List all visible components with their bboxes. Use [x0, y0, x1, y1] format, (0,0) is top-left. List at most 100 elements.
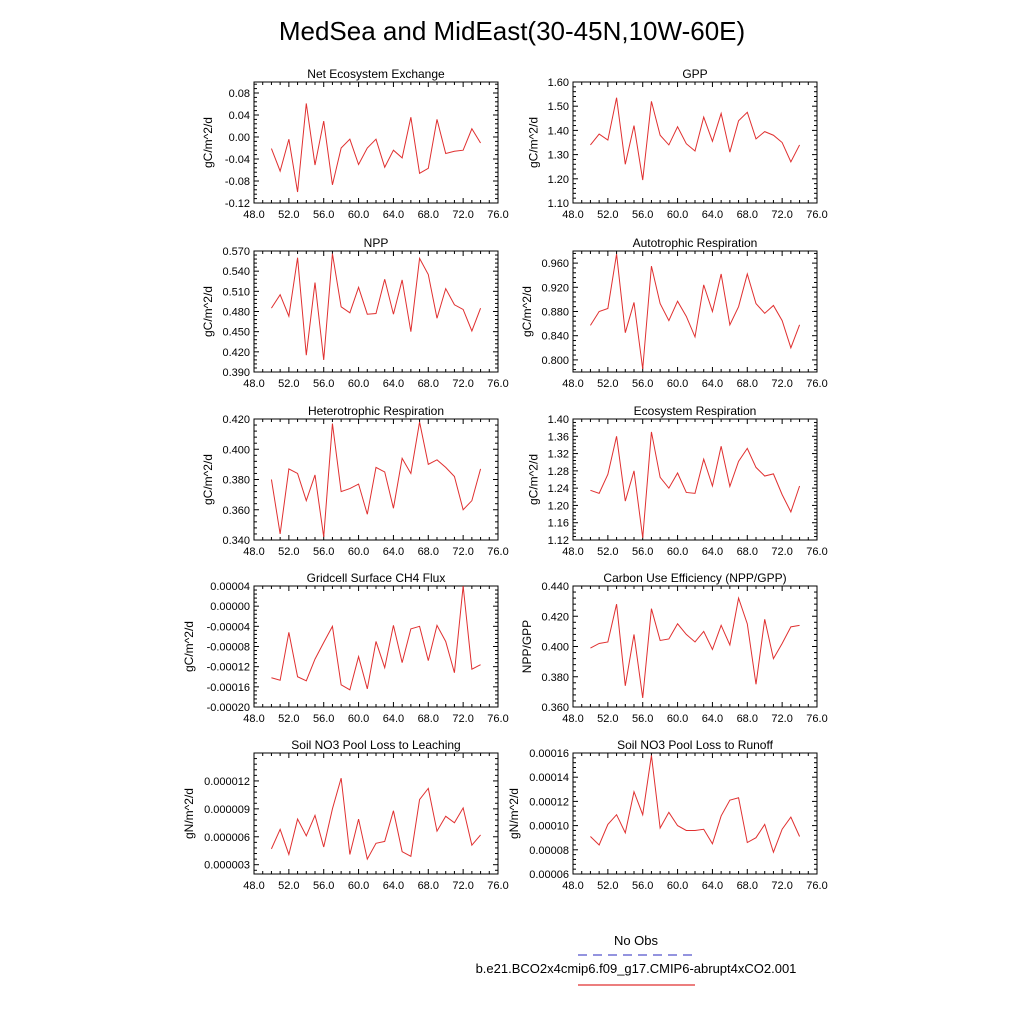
chart-panel-1: Net Ecosystem Exchange 48.0 52.0 56.0 60.0 64…	[201, 67, 509, 221]
y-tick-label: -0.08	[225, 176, 250, 188]
y-tick-label: 0.00014	[529, 772, 569, 784]
y-axis-label: gN/m^2/d	[182, 788, 196, 839]
x-tick-label: 48.0	[243, 209, 264, 221]
x-tick-label: 56.0	[313, 378, 334, 390]
y-tick-label: 0.00008	[529, 845, 569, 857]
plot-frame	[572, 418, 818, 541]
y-tick-label: 0.00004	[210, 581, 250, 593]
series-line	[271, 253, 482, 360]
x-tick-label: 56.0	[632, 546, 653, 558]
x-tick-label: 60.0	[667, 713, 688, 725]
x-tick-label: 48.0	[562, 209, 583, 221]
x-tick-label: 60.0	[667, 209, 688, 221]
x-tick-label: 60.0	[667, 378, 688, 390]
x-tick-label: 76.0	[487, 378, 508, 390]
y-tick-label: 0.400	[222, 444, 250, 456]
y-axis-label: gC/m^2/d	[526, 117, 540, 168]
x-tick-label: 64.0	[702, 713, 723, 725]
y-tick-label: 0.800	[541, 355, 569, 367]
y-tick-label: 0.000006	[204, 832, 250, 844]
x-tick-label: 68.0	[418, 713, 439, 725]
y-tick-label: 0.390	[222, 367, 250, 379]
x-tick-label: 48.0	[243, 546, 264, 558]
y-tick-label: 0.840	[541, 331, 569, 343]
y-tick-label: 0.400	[541, 642, 569, 654]
y-tick-label: 0.340	[222, 535, 250, 547]
x-tick-label: 60.0	[348, 880, 369, 892]
y-axis-label: gC/m^2/d	[201, 117, 215, 168]
x-tick-label: 48.0	[562, 546, 583, 558]
x-tick-label: 56.0	[313, 880, 334, 892]
panel-title: Net Ecosystem Exchange	[307, 67, 445, 81]
x-tick-label: 76.0	[487, 880, 508, 892]
series-line	[270, 777, 481, 861]
x-tick-label: 52.0	[597, 209, 618, 221]
y-tick-label: 1.28	[548, 466, 569, 478]
x-tick-label: 68.0	[418, 546, 439, 558]
y-tick-label: 0.420	[541, 611, 569, 623]
y-tick-label: 0.000012	[204, 776, 250, 788]
chart-panel-9: Soil NO3 Pool Loss to Leaching 48.0 52.0 56…	[182, 738, 509, 892]
x-tick-label: 64.0	[383, 209, 404, 221]
y-axis-label: NPP/GPP	[520, 620, 534, 673]
x-tick-label: 76.0	[487, 209, 508, 221]
y-tick-label: 1.24	[548, 483, 569, 495]
y-tick-label: 0.570	[222, 246, 250, 258]
x-tick-label: 72.0	[771, 546, 792, 558]
x-tick-label: 60.0	[667, 880, 688, 892]
series-line	[590, 253, 801, 370]
y-tick-label: 1.60	[548, 77, 569, 89]
y-tick-label: 1.30	[548, 150, 569, 162]
y-tick-label: 0.00012	[529, 796, 569, 808]
plot-frame	[253, 81, 499, 204]
y-tick-label: 0.920	[541, 282, 569, 294]
plot-frame	[253, 752, 499, 875]
series-line	[270, 421, 482, 538]
chart-panel-7: Gridcell Surface CH4 Flux 48.0 52.0 56.0 60.…	[182, 571, 509, 725]
x-tick-label: 64.0	[383, 713, 404, 725]
x-tick-label: 76.0	[806, 880, 827, 892]
x-tick-label: 56.0	[313, 713, 334, 725]
x-tick-label: 56.0	[632, 880, 653, 892]
x-tick-label: 72.0	[452, 546, 473, 558]
x-tick-label: 72.0	[452, 378, 473, 390]
x-tick-label: 52.0	[597, 880, 618, 892]
y-axis-label: gN/m^2/d	[507, 788, 521, 839]
x-tick-label: 60.0	[348, 378, 369, 390]
y-tick-label: -0.04	[225, 154, 250, 166]
panel-title: Autotrophic Respiration	[633, 236, 758, 250]
x-tick-label: 68.0	[418, 378, 439, 390]
x-tick-label: 64.0	[702, 378, 723, 390]
x-tick-label: 56.0	[632, 713, 653, 725]
x-tick-label: 72.0	[771, 209, 792, 221]
y-tick-label: 0.380	[222, 475, 250, 487]
chart-panel-4: Autotrophic Respiration 48.0 52.0 56.0 60.0 6…	[520, 236, 828, 390]
y-tick-label: 1.50	[548, 101, 569, 113]
y-tick-label: -0.12	[225, 198, 250, 210]
y-tick-label: 1.20	[548, 500, 569, 512]
y-tick-label: 1.36	[548, 431, 569, 443]
x-tick-label: 64.0	[702, 209, 723, 221]
x-tick-label: 68.0	[418, 880, 439, 892]
x-tick-label: 60.0	[348, 209, 369, 221]
y-tick-label: 0.00006	[529, 869, 569, 881]
x-tick-label: 48.0	[243, 713, 264, 725]
x-tick-label: 64.0	[702, 546, 723, 558]
y-tick-label: 1.32	[548, 449, 569, 461]
x-tick-label: 64.0	[702, 880, 723, 892]
y-tick-label: 0.00016	[529, 748, 569, 760]
x-tick-label: 68.0	[737, 378, 758, 390]
legend-label-model-run: b.e21.BCO2x4cmip6.f09_g17.CMIP6-abrupt4x…	[476, 961, 797, 976]
y-tick-label: 1.16	[548, 518, 569, 530]
x-tick-label: 52.0	[597, 546, 618, 558]
y-tick-label: -0.00004	[207, 621, 250, 633]
y-tick-label: 0.480	[222, 307, 250, 319]
x-tick-label: 52.0	[278, 209, 299, 221]
x-tick-label: 72.0	[452, 713, 473, 725]
y-tick-label: 0.420	[222, 414, 250, 426]
y-tick-label: 1.20	[548, 174, 569, 186]
x-tick-label: 72.0	[771, 880, 792, 892]
x-tick-label: 48.0	[562, 880, 583, 892]
y-tick-label: 0.08	[229, 88, 250, 100]
y-axis-label: gC/m^2/d	[526, 454, 540, 505]
